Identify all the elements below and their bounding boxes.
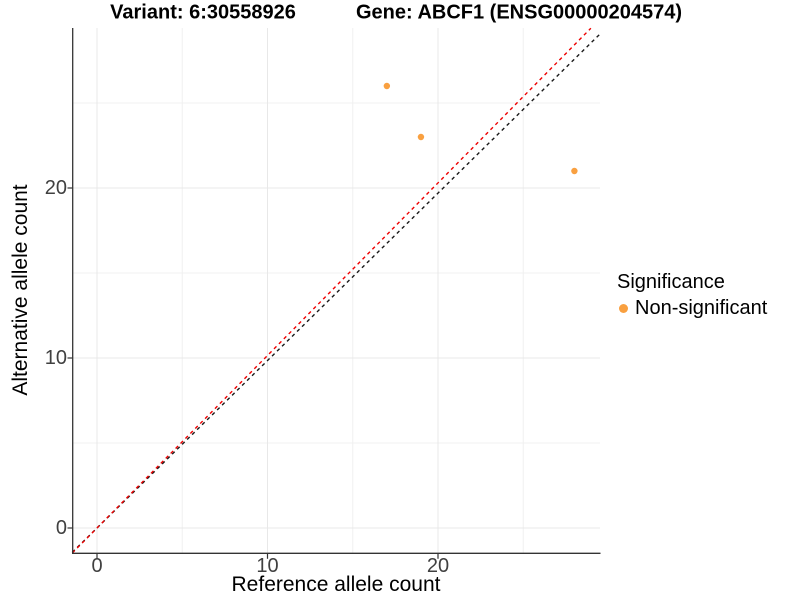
variant-title: Variant: 6:30558926 — [110, 1, 296, 24]
y-tick-label: 20 — [44, 177, 67, 199]
red-dashed-line — [71, 27, 592, 554]
y-tick-label: 10 — [44, 347, 67, 369]
gene-title: Gene: ABCF1 (ENSG00000204574) — [355, 1, 683, 24]
data-point — [383, 82, 391, 90]
x-axis-title: Reference allele count — [231, 573, 441, 596]
data-point — [417, 133, 425, 141]
x-tick-label: 20 — [426, 555, 450, 577]
legend-item-non-significant: Non-significant — [617, 296, 767, 320]
black-dashed-line — [71, 33, 601, 553]
legend: Significance Non-significant — [617, 270, 767, 320]
x-tick-label: 0 — [91, 555, 103, 577]
legend-item-label: Non-significant — [635, 297, 768, 319]
y-axis-title: Alternative allele count — [9, 184, 32, 396]
legend-title: Significance — [617, 271, 725, 293]
legend-point-icon — [619, 303, 628, 313]
data-point — [571, 167, 578, 175]
x-tick-label: 10 — [256, 555, 279, 577]
y-tick-label: 0 — [55, 517, 67, 539]
